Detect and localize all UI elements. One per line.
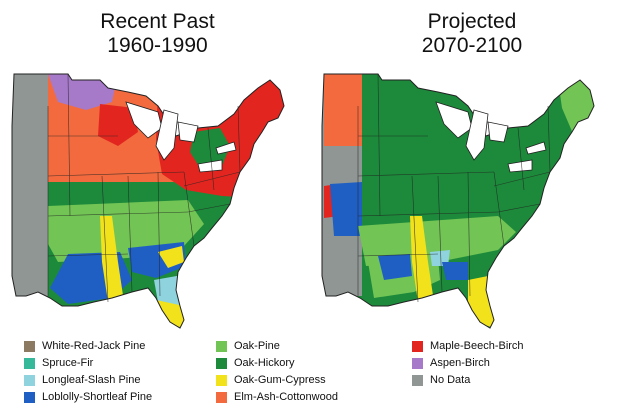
legend-label-loblolly-shortleaf-pine: Loblolly-Shortleaf Pine (42, 391, 153, 403)
legend-label-no-data: No Data (430, 374, 471, 386)
legend-swatch-maple-beech-birch (412, 340, 423, 352)
legend-label-oak-pine: Oak-Pine (234, 340, 280, 352)
legend-item-oak-pine: Oak-Pine (216, 338, 280, 354)
title-recent-past: Recent Past 1960-1990 (0, 10, 315, 58)
legend-swatch-elm-ash-cottonwood (216, 391, 227, 403)
legend-label-longleaf-slash-pine: Longleaf-Slash Pine (42, 374, 141, 386)
legend-label-spruce-fir: Spruce-Fir (42, 357, 94, 369)
map-projected (321, 73, 595, 329)
legend-item-oak-hickory: Oak-Hickory (216, 355, 295, 371)
title-recent-past-line1: Recent Past (100, 10, 215, 33)
forest-type-legend: White-Red-Jack Pine Spruce-Fir Longleaf-… (0, 338, 629, 417)
legend-item-loblolly-shortleaf-pine: Loblolly-Shortleaf Pine (24, 389, 152, 405)
legend-item-maple-beech-birch: Maple-Beech-Birch (412, 338, 524, 354)
legend-swatch-oak-gum-cypress (216, 374, 227, 386)
legend-swatch-white-red-jack-pine (24, 340, 35, 352)
title-projected-line2: 2070-2100 (421, 34, 523, 57)
legend-item-elm-ash-cottonwood: Elm-Ash-Cottonwood (216, 389, 338, 405)
legend-item-spruce-fir: Spruce-Fir (24, 355, 93, 371)
legend-item-oak-gum-cypress: Oak-Gum-Cypress (216, 372, 326, 388)
title-projected: Projected 2070-2100 (315, 10, 629, 58)
legend-item-longleaf-slash-pine: Longleaf-Slash Pine (24, 372, 140, 388)
legend-swatch-no-data (412, 374, 423, 386)
title-recent-past-line2: 1960-1990 (107, 34, 208, 57)
legend-label-maple-beech-birch: Maple-Beech-Birch (430, 340, 524, 352)
legend-swatch-spruce-fir (24, 357, 35, 369)
legend-label-oak-hickory: Oak-Hickory (234, 357, 295, 369)
legend-item-white-red-jack-pine: White-Red-Jack Pine (24, 338, 145, 354)
legend-swatch-aspen-birch (412, 357, 423, 369)
legend-swatch-longleaf-slash-pine (24, 374, 35, 386)
legend-swatch-oak-pine (216, 340, 227, 352)
legend-item-aspen-birch: Aspen-Birch (412, 355, 490, 371)
legend-item-no-data: No Data (412, 372, 470, 388)
legend-label-white-red-jack-pine: White-Red-Jack Pine (42, 340, 146, 352)
legend-swatch-loblolly-shortleaf-pine (24, 391, 35, 403)
legend-label-aspen-birch: Aspen-Birch (430, 357, 490, 369)
legend-label-elm-ash-cottonwood: Elm-Ash-Cottonwood (234, 391, 338, 403)
legend-label-oak-gum-cypress: Oak-Gum-Cypress (234, 374, 326, 386)
title-projected-line1: Projected (427, 10, 517, 33)
legend-swatch-oak-hickory (216, 357, 227, 369)
map-recent-past (11, 73, 285, 329)
